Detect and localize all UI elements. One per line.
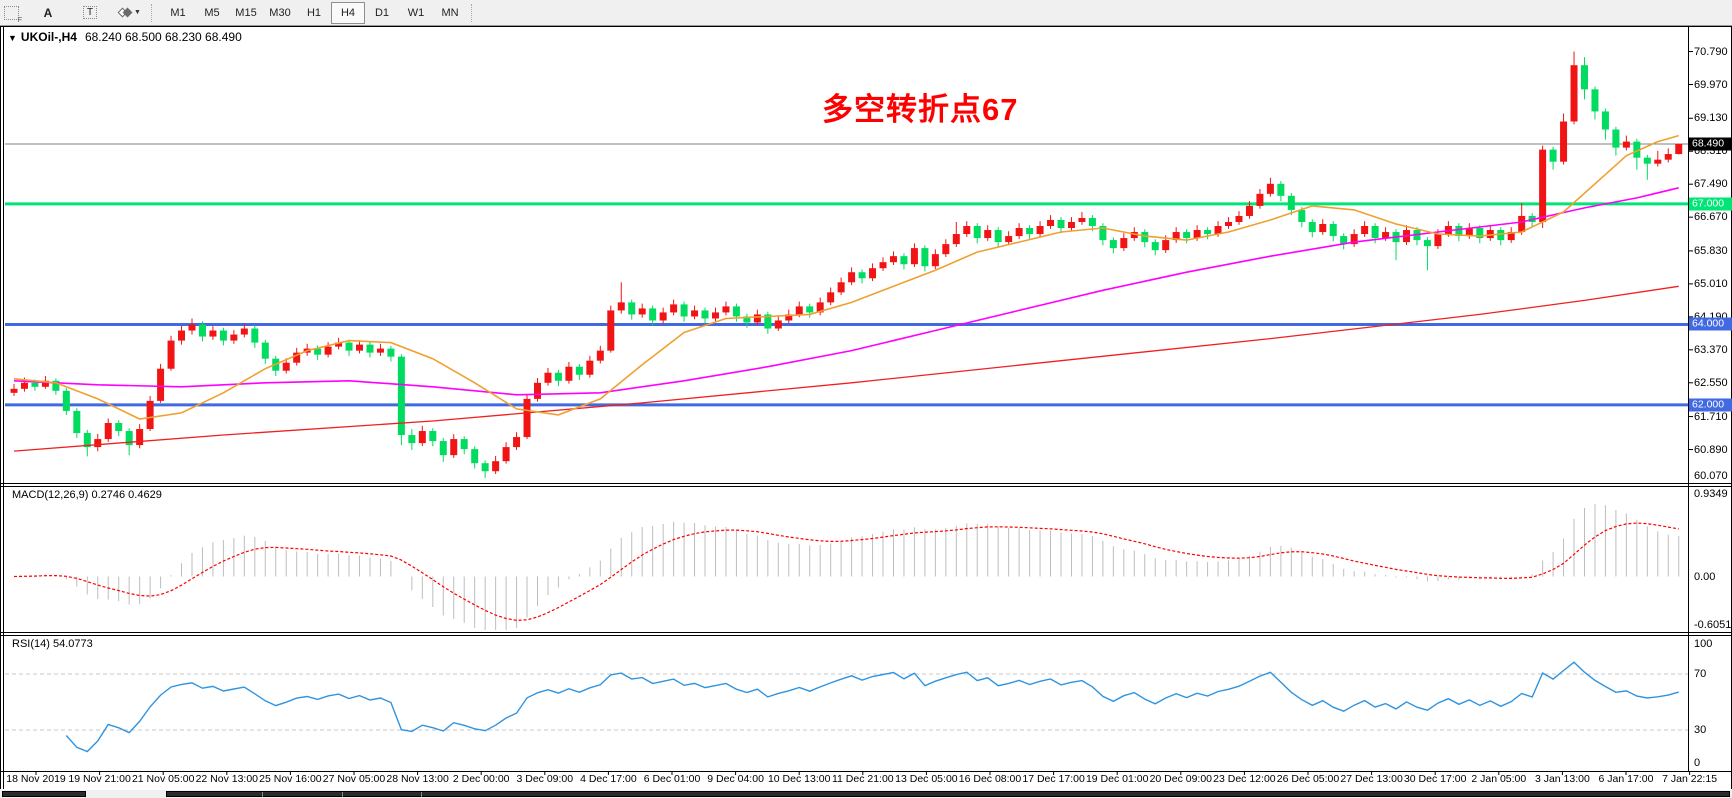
timeframe-button-h1[interactable]: H1 [306, 6, 322, 19]
rsi-panel-layer [5, 661, 1688, 753]
time-axis-label: 19 Nov 21:00 [68, 773, 131, 785]
symbol-dropdown-arrow-icon[interactable]: ▼ [8, 33, 17, 43]
time-axis-label: 6 Dec 01:00 [643, 773, 701, 785]
rsi-tick-label: 30 [1694, 724, 1707, 736]
price-tick-label: 62.550 [1694, 376, 1728, 389]
bottom-tab-separator [342, 792, 343, 797]
symbol-period-label: UKOil-,H4 [20, 30, 77, 44]
bottom-tab-separator [262, 792, 263, 797]
time-axis-label: 10 Dec 13:00 [767, 773, 831, 785]
timeframe-button-m1[interactable]: M1 [170, 6, 186, 19]
timeframe-button-mn[interactable]: MN [441, 6, 459, 19]
bottom-tab[interactable] [2, 791, 86, 797]
rsi-tick-label: 100 [1694, 638, 1713, 650]
shape-diamond-icon [122, 7, 133, 18]
rsi-tick-label: 0 [1694, 757, 1701, 769]
time-axis-label: 2 Jan 05:00 [1471, 773, 1527, 785]
price-badge: 64.000 [1689, 317, 1732, 331]
text-a-tool-button[interactable]: A [43, 5, 53, 20]
toolbar: F A T ▼ M1 M5 M15 M30 H1 H4 D1 W1 MN [0, 0, 1732, 26]
chart-canvas[interactable] [0, 26, 1732, 797]
annotation-text: 多空转折点67 [822, 92, 1019, 127]
time-axis-label: 3 Jan 13:00 [1534, 773, 1590, 785]
time-axis-label: 21 Nov 05:00 [131, 773, 195, 785]
time-axis-label: 22 Nov 13:00 [195, 773, 259, 785]
rsi-label: RSI(14) 54.0773 [12, 638, 93, 650]
time-axis-label: 19 Dec 01:00 [1085, 773, 1149, 785]
timeframe-button-m15[interactable]: M15 [235, 6, 257, 19]
ohlc-values: 68.240 68.500 68.230 68.490 [84, 30, 242, 44]
price-tick-label: 65.010 [1694, 277, 1728, 290]
price-tick-label: 69.970 [1694, 78, 1728, 91]
time-axis-label: 11 Dec 21:00 [831, 773, 894, 785]
text-label-tool-button[interactable]: T [73, 2, 107, 24]
price-tick-label: 60.890 [1694, 443, 1728, 456]
ma-mid-magenta-line [13, 187, 1679, 396]
time-axis-label: 27 Nov 05:00 [322, 773, 386, 785]
timeframe-buttons: M1 M5 M15 M30 H1 H4 D1 W1 MN [161, 1, 467, 24]
timeframe-button-d1[interactable]: D1 [374, 6, 390, 19]
time-axis-label: 28 Nov 13:00 [386, 773, 449, 785]
frame-tool-icon[interactable]: F [4, 5, 22, 24]
panel-borders [0, 26, 1732, 789]
bottom-tab-separator [421, 792, 422, 797]
rsi-value: 54.0773 [52, 638, 93, 650]
chart-header: ▼ UKOil-,H4 68.240 68.500 68.230 68.490 [8, 30, 242, 44]
price-badge: 67.000 [1689, 197, 1732, 211]
macd-tick-label: -0.6051 [1694, 619, 1732, 631]
macd-label: MACD(12,26,9) 0.2746 0.4629 [12, 489, 162, 501]
price-tick-label: 70.790 [1694, 45, 1728, 58]
price-tick-label: 63.370 [1694, 343, 1728, 356]
chart-window: ▼ UKOil-,H4 68.240 68.500 68.230 68.490 多空… [0, 26, 1732, 798]
time-axis-label: 27 Dec 13:00 [1340, 773, 1403, 785]
toolbar-separator [471, 3, 477, 22]
timeframe-button-h4[interactable]: H4 [331, 1, 365, 24]
shapes-tool-button[interactable]: ▼ [113, 2, 147, 24]
time-axis-label: 13 Dec 05:00 [895, 773, 958, 785]
text-label-icon: T [82, 6, 98, 19]
level-lines-layer [5, 143, 1688, 407]
price-tick-label: 69.130 [1694, 112, 1728, 125]
time-axis-label: 9 Dec 04:00 [707, 773, 764, 785]
macd-values: 0.2746 0.4629 [91, 489, 162, 501]
price-badge: 62.000 [1689, 398, 1732, 412]
timeframe-button-w1[interactable]: W1 [407, 6, 425, 19]
time-axis-label: 3 Dec 09:00 [516, 773, 574, 785]
time-axis-label: 25 Nov 16:00 [259, 773, 322, 785]
price-tick-label: 65.830 [1694, 244, 1728, 257]
macd-panel-layer [13, 504, 1680, 630]
macd-tick-label: 0.9349 [1694, 488, 1728, 500]
price-badge: 68.490 [1689, 137, 1732, 151]
time-axis-label: 6 Jan 17:00 [1598, 773, 1654, 785]
time-axis-label: 20 Dec 09:00 [1149, 773, 1213, 785]
ma-fast-orange-line [13, 134, 1679, 420]
price-tick-label: 66.670 [1694, 211, 1728, 224]
time-axis-label: 16 Dec 08:00 [958, 773, 1022, 785]
time-axis-label: 30 Dec 17:00 [1403, 773, 1467, 785]
time-axis-label: 18 Nov 2019 [6, 773, 66, 785]
rsi-tick-label: 70 [1694, 668, 1707, 680]
macd-signal-line [13, 522, 1679, 622]
price-tick-label: 67.490 [1694, 178, 1728, 191]
chevron-down-icon: ▼ [134, 9, 141, 16]
price-tick-label: 61.710 [1694, 410, 1728, 423]
time-axis-label: 4 Dec 17:00 [580, 773, 637, 785]
macd-tick-label: 0.00 [1694, 570, 1716, 583]
time-axis-label: 17 Dec 17:00 [1022, 773, 1085, 785]
time-axis-label: 26 Dec 05:00 [1276, 773, 1340, 785]
time-axis-label: 23 Dec 12:00 [1213, 773, 1276, 785]
timeframe-button-m30[interactable]: M30 [269, 6, 291, 19]
timeframe-button-m5[interactable]: M5 [204, 6, 220, 19]
toolbar-separator [151, 3, 157, 22]
time-axis-label: 7 Jan 22:15 [1662, 773, 1718, 785]
rsi-line [65, 661, 1679, 753]
candles-layer [10, 51, 1683, 479]
price-tick-label: 60.070 [1694, 470, 1728, 482]
ma-slow-red-line [13, 285, 1679, 452]
time-axis-label: 2 Dec 00:00 [452, 773, 510, 785]
bottom-panel-edge[interactable] [166, 791, 1730, 797]
